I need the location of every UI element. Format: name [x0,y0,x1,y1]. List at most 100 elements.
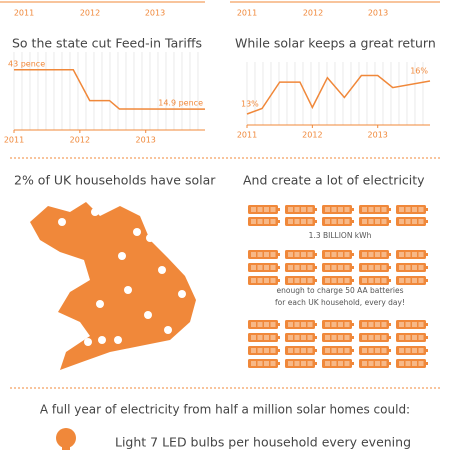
battery-tip [389,266,391,269]
battery-cell [368,207,374,212]
battery-cell [381,335,387,340]
battery-tip [389,349,391,352]
battery-cell [375,322,380,327]
battery-cell [270,335,276,340]
battery-cell [381,361,387,366]
battery-cell [412,278,417,283]
battery-cell [338,265,343,270]
battery-cell [257,348,263,353]
battery-tip [315,336,317,339]
battery-cell [257,278,263,283]
battery-cell [368,278,374,283]
battery-cell [399,278,404,283]
battery-cell [418,278,424,283]
battery-cell [325,207,330,212]
battery-cell [257,252,263,257]
battery-cell [257,361,263,366]
battery-cell [338,361,343,366]
battery-cell [368,252,374,257]
battery-cell [325,265,330,270]
battery-cell [368,335,374,340]
battery-cell [251,219,256,224]
value-label: 43 pence [8,59,45,68]
battery-cell [381,322,387,327]
battery-cell [375,335,380,340]
battery-tip [389,279,391,282]
battery-cell [325,252,330,257]
battery-tip [315,220,317,223]
battery-tip [426,336,428,339]
battery-cell [362,219,367,224]
battery-cell [412,348,417,353]
battery-cell [362,348,367,353]
battery-cell [338,207,343,212]
battery-cell [294,348,300,353]
battery-cell [270,348,276,353]
battery-cell [288,361,293,366]
battery-cell [307,265,313,270]
battery-tip [352,336,354,339]
battery-cell [418,335,424,340]
battery-cell [344,335,350,340]
battery-tip [352,279,354,282]
x-tick-label: 2011 [237,131,257,140]
battery-cell [270,207,276,212]
battery-tip [315,323,317,326]
battery-cell [270,252,276,257]
battery-cell [301,348,306,353]
battery-cell [331,207,337,212]
battery-cell [331,278,337,283]
battery-cell [375,265,380,270]
battery-cell [405,361,411,366]
battery-cell [368,219,374,224]
battery-tip [315,279,317,282]
total-label: 1.3 BILLION kWh [309,231,372,240]
battery-cell [375,207,380,212]
battery-cell [325,278,330,283]
battery-cell [338,348,343,353]
battery-cell [294,322,300,327]
axis-label: 2013 [145,9,165,18]
battery-cell [418,219,424,224]
battery-tip [352,349,354,352]
battery-cell [338,278,343,283]
battery-cell [412,322,417,327]
x-tick-label: 2012 [70,136,90,145]
battery-tip [278,349,280,352]
battery-cell [331,322,337,327]
battery-tip [315,266,317,269]
battery-tip [389,253,391,256]
battery-cell [405,207,411,212]
battery-cell [344,348,350,353]
battery-cell [368,322,374,327]
footer-title: A full year of electricity from half a m… [40,403,410,417]
bulb-icon [62,446,70,450]
battery-cell [294,278,300,283]
battery-cell [307,348,313,353]
battery-cell [405,265,411,270]
battery-cell [301,335,306,340]
battery-cell [251,265,256,270]
battery-cell [294,219,300,224]
battery-cell [418,265,424,270]
battery-cell [325,335,330,340]
battery-cell [270,219,276,224]
battery-cell [301,252,306,257]
battery-cell [375,361,380,366]
battery-tip [352,266,354,269]
battery-cell [264,219,269,224]
line [14,69,206,110]
battery-cell [288,348,293,353]
battery-cell [264,207,269,212]
battery-cell [405,322,411,327]
x-tick-label: 2012 [302,131,322,140]
battery-cell [307,322,313,327]
battery-cell [294,361,300,366]
axis-label: 2011 [237,9,257,18]
battery-cell [338,252,343,257]
battery-cell [270,322,276,327]
battery-cell [399,348,404,353]
battery-cell [344,265,350,270]
battery-cell [418,252,424,257]
battery-cell [288,322,293,327]
